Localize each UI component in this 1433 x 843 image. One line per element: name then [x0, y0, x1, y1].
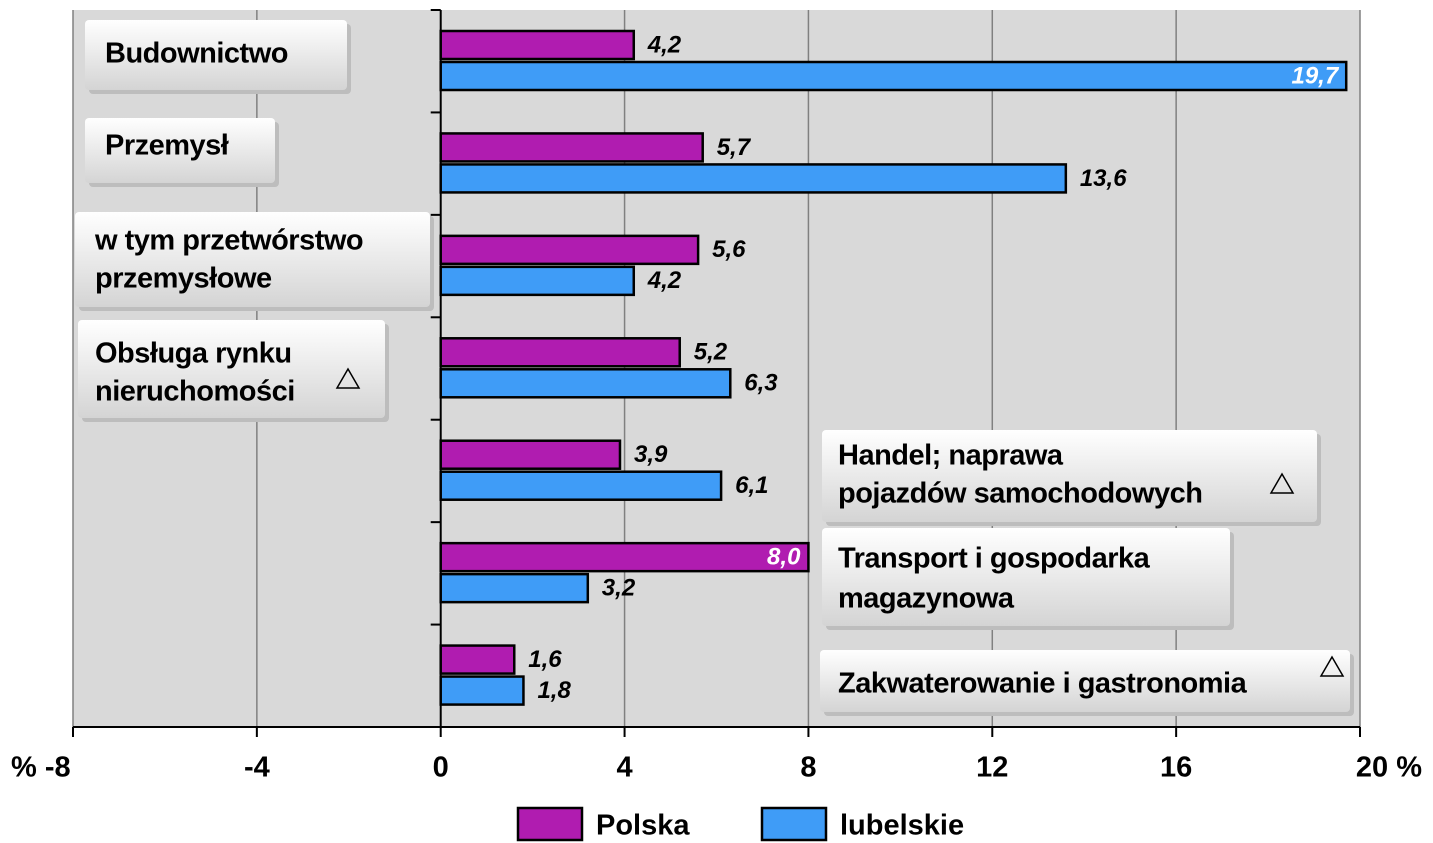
bar [439, 368, 732, 399]
label-box [75, 212, 430, 307]
triangle-icon [335, 367, 361, 389]
category-label: magazynowa [838, 583, 1015, 615]
value-label: 5,2 [694, 339, 728, 366]
value-label: 19,7 [1291, 62, 1339, 89]
legend-swatch [760, 806, 828, 842]
x-tick-label: -4 [244, 752, 270, 784]
bar [439, 337, 681, 368]
bar [439, 439, 622, 470]
x-tick-label: 20 % [1356, 752, 1422, 784]
value-label: 6,1 [735, 472, 768, 499]
value-label: 3,2 [602, 574, 636, 601]
category-label: przemysłowe [95, 263, 272, 295]
x-tick-label: 8 [800, 752, 816, 784]
label-box [822, 430, 1317, 522]
label-box [85, 20, 347, 90]
bar [439, 470, 723, 501]
bar [439, 60, 1348, 92]
value-label: 3,9 [634, 441, 668, 468]
category-label: Przemysł [105, 130, 229, 162]
bar [439, 644, 516, 675]
label-box [78, 320, 385, 418]
label-box [820, 650, 1350, 712]
category-label: Obsługa rynku [95, 338, 292, 370]
value-label: 13,6 [1080, 165, 1127, 192]
value-label: 5,7 [717, 134, 752, 161]
x-tick-label: 4 [617, 752, 633, 784]
category-label: w tym przetwórstwo [94, 225, 363, 257]
bar [439, 675, 525, 706]
bar [439, 234, 700, 266]
value-label: 4,2 [647, 31, 682, 58]
label-box [822, 528, 1230, 626]
category-label: Zakwaterowanie i gastronomia [838, 668, 1248, 700]
bar [439, 572, 590, 604]
value-label: 5,6 [712, 236, 746, 263]
value-label: 1,6 [528, 646, 562, 673]
category-label: nieruchomości [95, 376, 295, 408]
value-label: 8,0 [767, 543, 801, 570]
bar [439, 163, 1068, 194]
x-tick-label: 0 [433, 752, 449, 784]
category-label: Handel; naprawa [838, 440, 1064, 472]
triangle-icon [1269, 472, 1295, 494]
category-label: Transport i gospodarka [838, 543, 1151, 575]
triangle-icon [1319, 655, 1345, 677]
bar [439, 132, 704, 163]
category-label: Budownictwo [105, 38, 288, 70]
bar [439, 541, 810, 573]
x-tick-label: % -8 [11, 752, 71, 784]
category-label: pojazdów samochodowych [838, 478, 1202, 510]
bar [439, 265, 636, 297]
value-label: 4,2 [647, 267, 682, 294]
x-tick-label: 12 [976, 752, 1008, 784]
legend-label: Polska [596, 810, 690, 842]
value-label: 6,3 [744, 370, 778, 397]
legend-label: lubelskie [840, 810, 964, 842]
x-tick-label: 16 [1160, 752, 1192, 784]
value-label: 1,8 [537, 677, 571, 704]
label-box [85, 118, 275, 183]
legend-swatch [516, 806, 584, 842]
bar [439, 29, 636, 61]
